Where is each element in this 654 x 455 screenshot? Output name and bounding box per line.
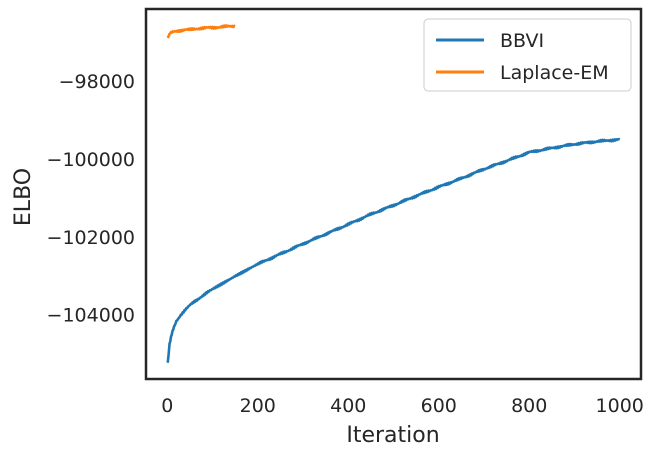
x-tick-label: 400 [330,395,366,417]
y-tick-label: −100000 [47,149,135,171]
series-layer [166,24,621,363]
y-tick-labels: −98000 −100000 −102000 −104000 [47,71,135,327]
x-tick-label: 1000 [596,395,644,417]
series-line-laplace-em [166,24,236,39]
x-tick-labels: 0 200 400 600 800 1000 [161,395,644,417]
legend-laplace-em-label: Laplace-EM [500,62,609,84]
x-tick-label: 0 [161,395,173,417]
legend: BBVI Laplace-EM [423,18,632,92]
x-axis-label: Iteration [346,423,439,448]
x-tick-label: 200 [240,395,276,417]
y-axis-label: ELBO [11,168,36,226]
x-tick-label: 600 [421,395,457,417]
axes-frame [144,7,643,381]
series-line-bbvi [166,137,621,363]
legend-bbvi-label: BBVI [500,30,544,52]
y-tick-label: −102000 [47,227,135,249]
y-tick-label: −98000 [59,71,135,93]
y-tick-label: −104000 [47,305,135,327]
x-tick-label: 800 [511,395,547,417]
